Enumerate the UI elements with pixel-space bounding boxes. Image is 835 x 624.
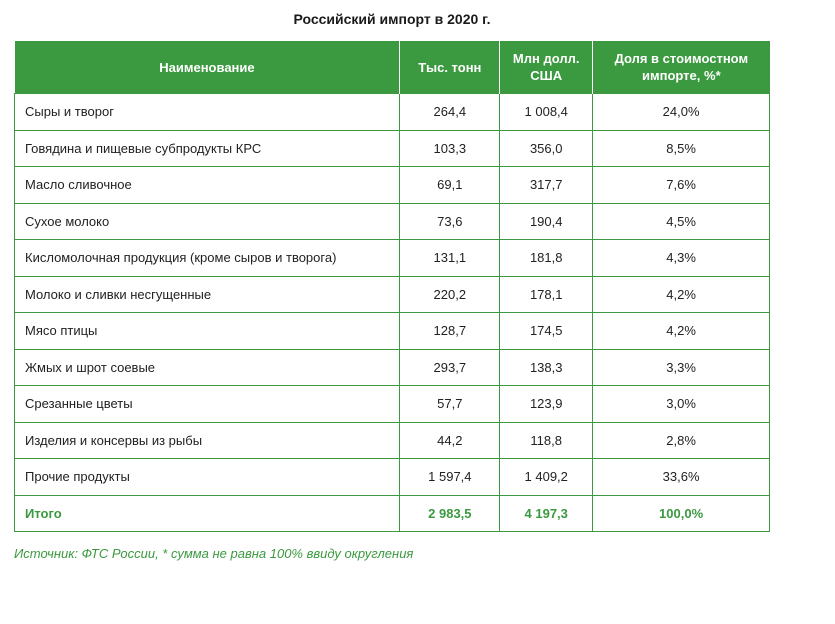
table-header-row: Наименование Тыс. тонн Млн долл. США Дол… — [14, 41, 770, 94]
table-row: Сыры и творог 264,4 1 008,4 24,0% — [13, 93, 770, 131]
row-tons: 131,1 — [399, 239, 501, 277]
row-name: Сыры и творог — [13, 93, 401, 131]
row-usd: 181,8 — [499, 239, 594, 277]
source-note: Источник: ФТС России, * сумма не равна 1… — [14, 546, 414, 561]
row-share: 2,8% — [592, 421, 770, 459]
row-usd: 1 008,4 — [499, 93, 594, 131]
row-tons: 128,7 — [399, 312, 501, 350]
row-share: 3,0% — [592, 385, 770, 423]
table-row: Кисломолочная продукция (кроме сыров и т… — [13, 239, 770, 277]
row-tons: 220,2 — [399, 275, 501, 313]
row-tons: 73,6 — [399, 202, 501, 240]
table-row: Срезанные цветы 57,7 123,9 3,0% — [13, 385, 770, 423]
import-table: Наименование Тыс. тонн Млн долл. США Дол… — [13, 41, 770, 532]
row-tons: 103,3 — [399, 129, 501, 167]
header-usd: Млн долл. США — [499, 41, 594, 94]
row-usd: 1 409,2 — [499, 458, 594, 496]
table-row: Говядина и пищевые субпродукты КРС 103,3… — [13, 129, 770, 167]
table-row: Молоко и сливки несгущенные 220,2 178,1 … — [13, 275, 770, 313]
table-row: Изделия и консервы из рыбы 44,2 118,8 2,… — [13, 421, 770, 459]
total-tons: 2 983,5 — [399, 494, 501, 532]
row-name: Мясо птицы — [13, 312, 401, 350]
row-tons: 57,7 — [399, 385, 501, 423]
row-name: Срезанные цветы — [13, 385, 401, 423]
header-share: Доля в стоимостном импорте, %* — [592, 41, 770, 94]
row-tons: 69,1 — [399, 166, 501, 204]
row-usd: 317,7 — [499, 166, 594, 204]
total-share: 100,0% — [592, 494, 770, 532]
row-share: 4,3% — [592, 239, 770, 277]
row-share: 33,6% — [592, 458, 770, 496]
table-title: Российский импорт в 2020 г. — [293, 11, 491, 27]
table-row: Жмых и шрот соевые 293,7 138,3 3,3% — [13, 348, 770, 386]
row-name: Кисломолочная продукция (кроме сыров и т… — [13, 239, 401, 277]
row-name: Изделия и консервы из рыбы — [13, 421, 401, 459]
row-usd: 174,5 — [499, 312, 594, 350]
table-row: Масло сливочное 69,1 317,7 7,6% — [13, 166, 770, 204]
row-name: Молоко и сливки несгущенные — [13, 275, 401, 313]
row-share: 24,0% — [592, 93, 770, 131]
row-tons: 264,4 — [399, 93, 501, 131]
header-name: Наименование — [14, 41, 401, 94]
row-share: 4,2% — [592, 312, 770, 350]
row-usd: 178,1 — [499, 275, 594, 313]
row-tons: 44,2 — [399, 421, 501, 459]
row-usd: 118,8 — [499, 421, 594, 459]
row-usd: 138,3 — [499, 348, 594, 386]
total-row: Итого 2 983,5 4 197,3 100,0% — [13, 494, 770, 532]
row-tons: 293,7 — [399, 348, 501, 386]
row-usd: 190,4 — [499, 202, 594, 240]
row-share: 7,6% — [592, 166, 770, 204]
row-share: 4,5% — [592, 202, 770, 240]
row-name: Прочие продукты — [13, 458, 401, 496]
total-name: Итого — [13, 494, 401, 532]
row-usd: 123,9 — [499, 385, 594, 423]
header-tons: Тыс. тонн — [399, 41, 501, 94]
row-name: Говядина и пищевые субпродукты КРС — [13, 129, 401, 167]
row-name: Масло сливочное — [13, 166, 401, 204]
total-usd: 4 197,3 — [499, 494, 594, 532]
row-name: Сухое молоко — [13, 202, 401, 240]
table-row: Сухое молоко 73,6 190,4 4,5% — [13, 202, 770, 240]
row-tons: 1 597,4 — [399, 458, 501, 496]
table-row: Прочие продукты 1 597,4 1 409,2 33,6% — [13, 458, 770, 496]
row-share: 4,2% — [592, 275, 770, 313]
row-share: 8,5% — [592, 129, 770, 167]
row-usd: 356,0 — [499, 129, 594, 167]
row-name: Жмых и шрот соевые — [13, 348, 401, 386]
table-row: Мясо птицы 128,7 174,5 4,2% — [13, 312, 770, 350]
row-share: 3,3% — [592, 348, 770, 386]
